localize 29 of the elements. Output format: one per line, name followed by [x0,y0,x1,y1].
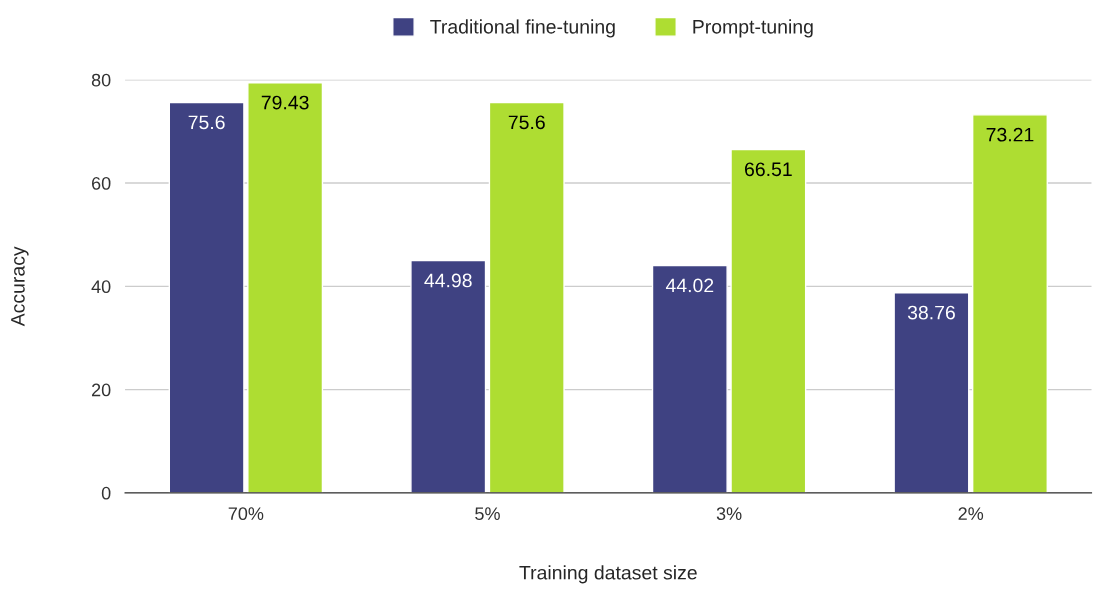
x-tick-label: 70% [228,507,264,521]
x-tick-label: 3% [716,507,742,521]
x-tick-label: 2% [958,507,984,520]
bar [488,101,565,493]
bar [168,101,245,493]
legend-label: Traditional fine-tuning [430,19,615,38]
y-axis-title: Accuracy [11,246,29,327]
bar [730,148,807,493]
bar [651,264,728,493]
y-tick-label: 20 [92,383,111,397]
x-tick-label: 5% [475,507,500,521]
x-axis-title: Training dataset size [519,565,697,584]
data-label: 44.02 [665,278,714,293]
bar [971,114,1048,493]
data-label: 66.51 [745,162,792,177]
data-label: 44.98 [424,273,472,288]
y-tick-label: 0 [101,486,111,500]
bar [893,292,970,493]
data-label: 75.6 [188,115,225,130]
legend-label: Prompt-tuning [693,19,813,38]
data-label: 38.76 [907,305,955,320]
data-label: 75.6 [508,115,545,130]
y-tick-label: 40 [91,280,111,294]
y-tick-label: 80 [91,73,111,87]
bar [410,259,487,493]
y-tick-label: 60 [92,177,111,190]
bar [247,82,324,493]
data-label: 73.21 [986,127,1034,142]
data-label: 79.43 [261,95,309,110]
